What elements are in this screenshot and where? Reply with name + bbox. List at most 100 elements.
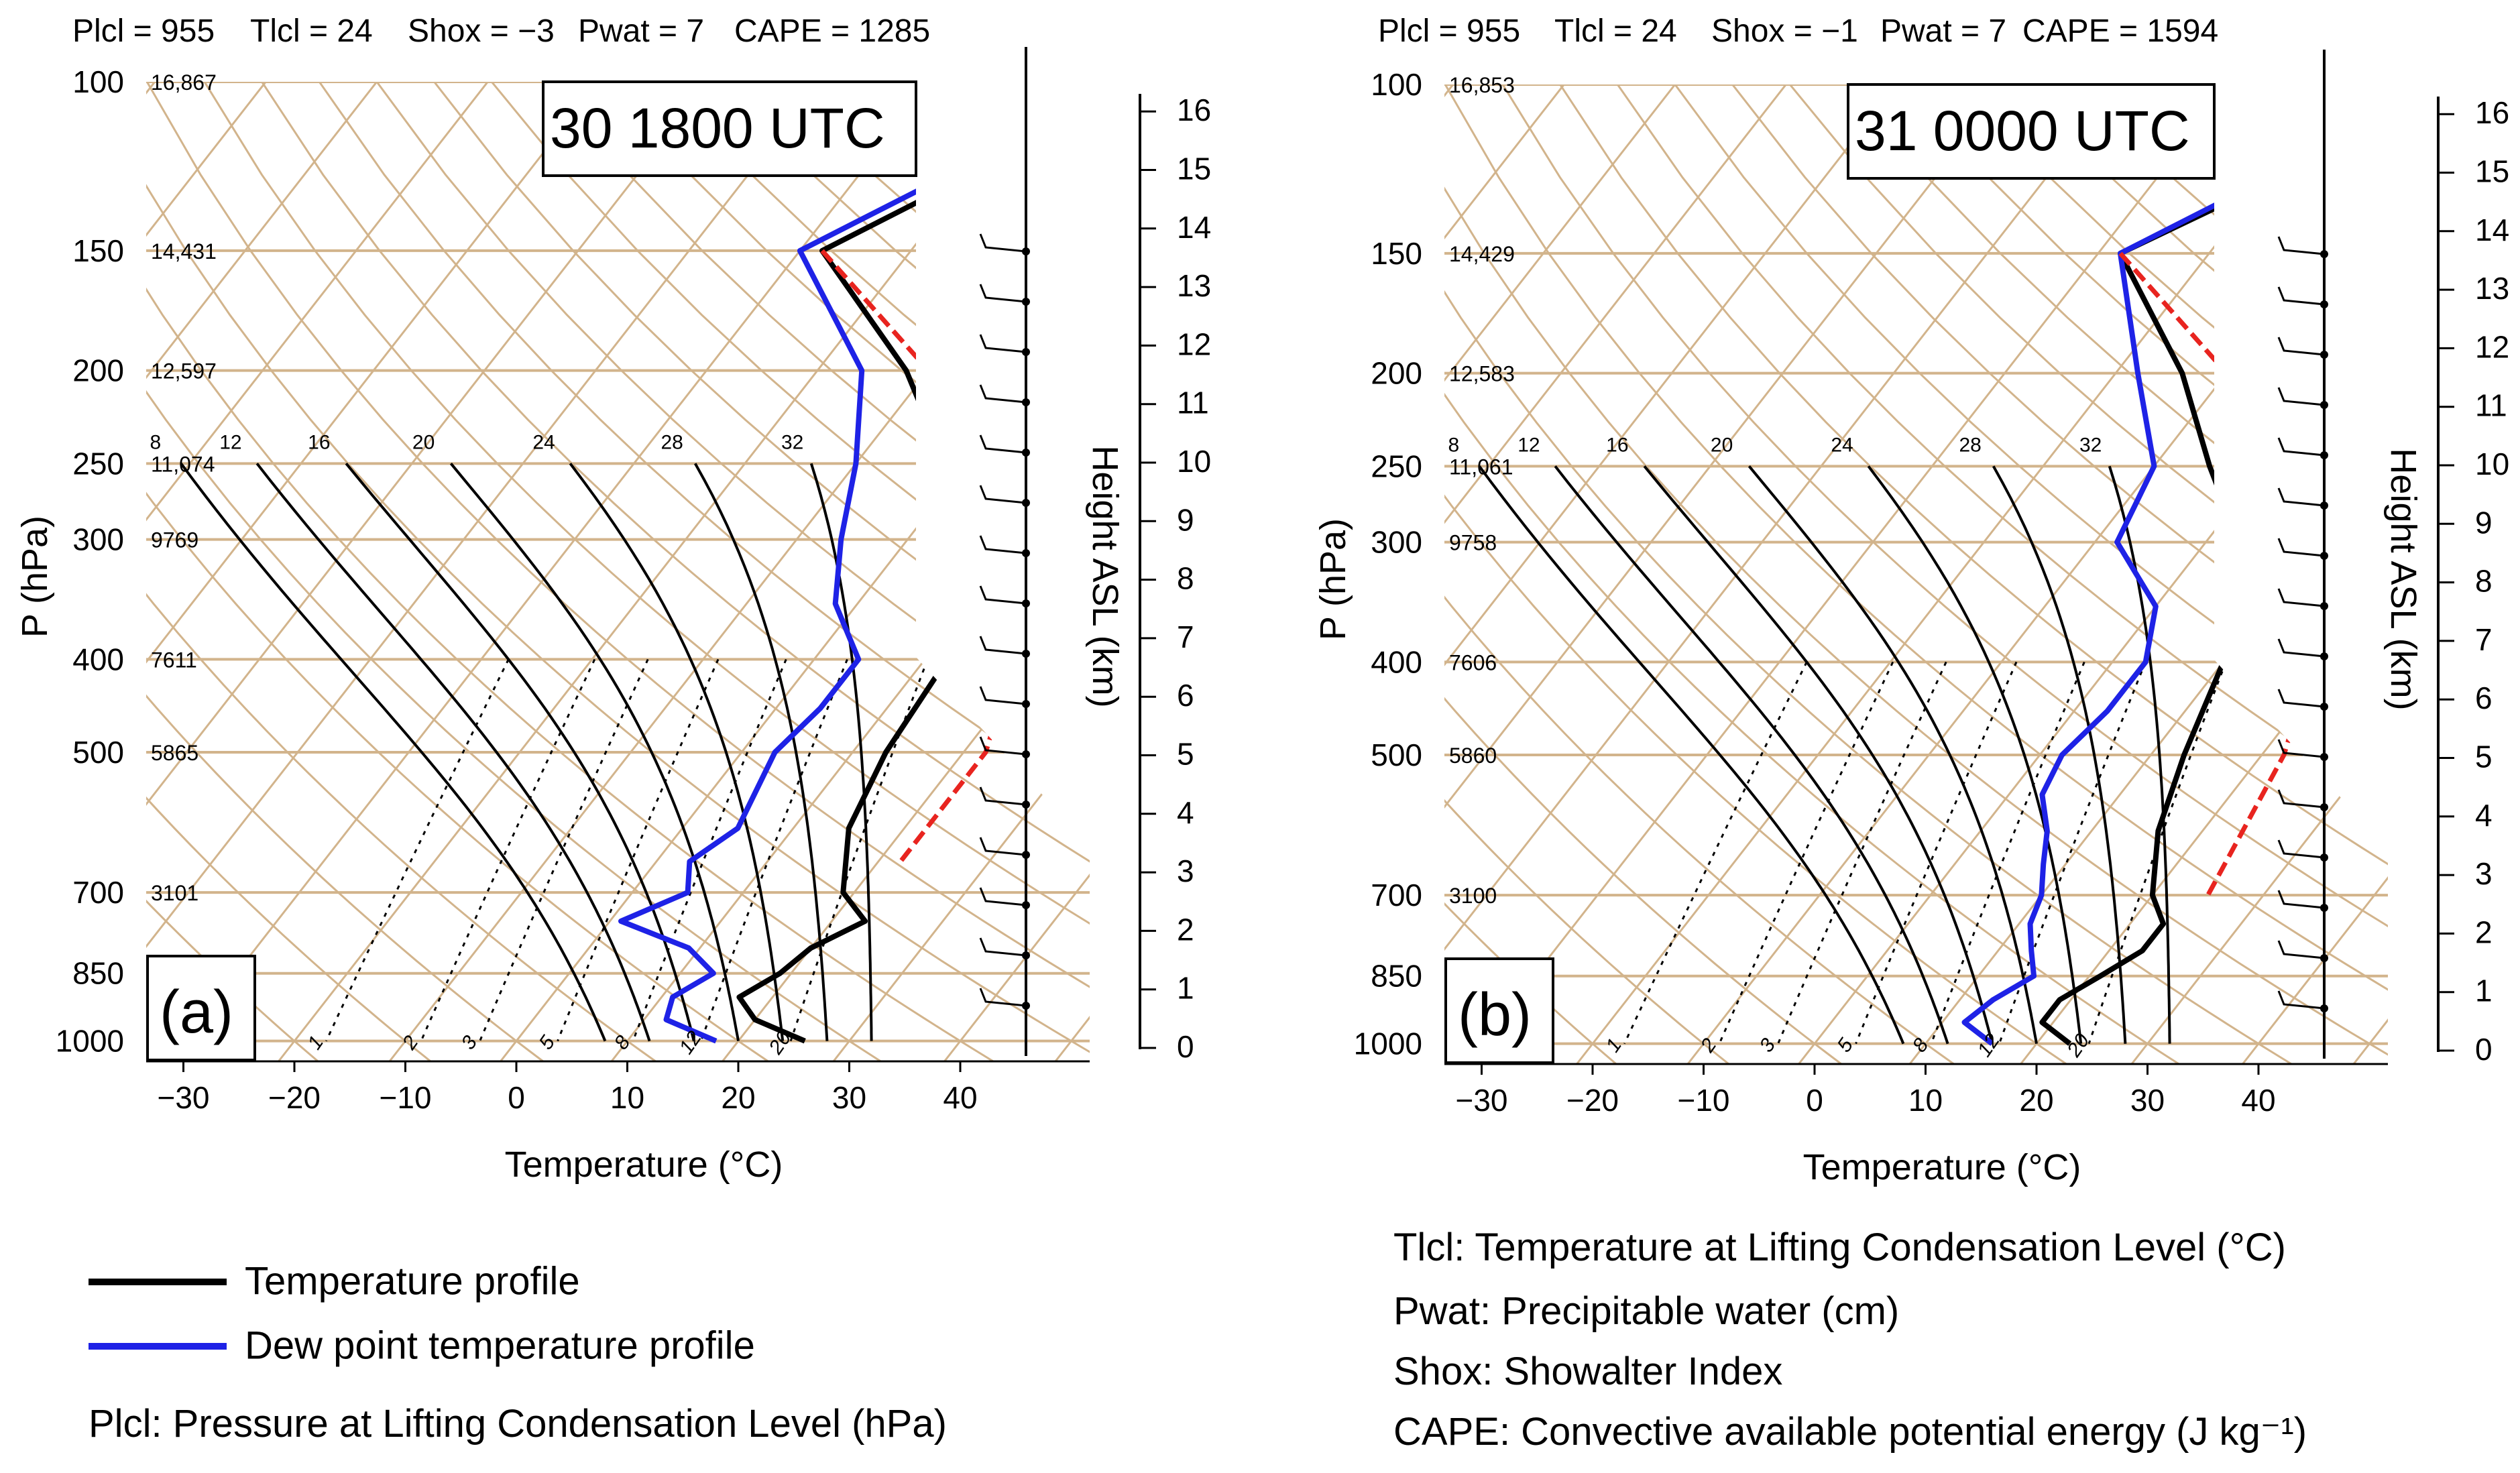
mixing-ratio-label: 3 [457,1032,482,1054]
mixing-ratio-label: 12 [675,1027,706,1059]
height-tick-label: 12 [2475,329,2509,364]
dry-adiabat [1674,84,2388,1064]
title-box-b: 31 0000 UTC [1847,83,2216,180]
geopotential-height-label: 7611 [151,648,197,672]
moist-adiabat [1643,465,1994,1045]
grid-b [356,84,2388,1064]
y2-axis-label: Height ASL (km) [2383,448,2423,710]
moist-adiabat [1867,465,2083,1044]
legend-temperature-label: Temperature profile [245,1259,580,1303]
height-tick-label: 9 [2475,505,2493,540]
mixing-ratio-label: 5 [1833,1035,1858,1057]
dry-adiabat [2191,84,2388,1064]
dry-adiabat [1444,84,1842,1064]
pressure-tick-label: 400 [72,642,124,676]
title-box-text: 30 1800 UTC [550,97,885,160]
header-b: Plcl = 955 Tlcl = 24 Shox = −1 Pwat = 7 … [1378,13,2218,49]
geopotential-height-label: 14,431 [151,239,217,263]
height-tick-label: 16 [2475,95,2509,130]
geopotential-height-label: 9758 [1449,531,1497,555]
isotherm [1444,84,1676,1064]
geopotential-height-label: 9769 [151,528,198,552]
height-tick-label: 11 [1177,386,1209,420]
panel-label: (a) [160,979,233,1046]
x-tick-label: 0 [1806,1083,1823,1118]
pressure-tick-label: 150 [72,233,124,268]
pressure-tick-label: 150 [1371,236,1422,271]
isotherm [146,82,378,1061]
height-tick-label: 5 [1177,737,1194,772]
mixing-ratio-line [325,658,510,1042]
wind-barb-icon [2277,236,2325,255]
height-tick-label: 9 [1177,502,1194,537]
axes-a: 1 2 3 5 8 12 208 12 16 20 24 28 32−30 −20 −10 0 10 20 30 40… [56,47,1211,1115]
moist-adiabat [345,463,695,1042]
height-tick-label: 15 [2475,154,2509,189]
legend-shox-definition: Shox: Showalter Index [1393,1350,1782,1393]
x-tick-label: −30 [157,1080,209,1115]
panel-label-b: (b) [1444,957,1554,1064]
height-tick-label: 8 [1177,561,1194,596]
legend-dewpoint-label: Dew point temperature profile [245,1323,755,1367]
pressure-tick-label: 400 [1371,644,1422,679]
dry-adiabat [778,82,1090,1061]
isotherm [2130,84,2388,1064]
mixing-ratio-label: 5 [535,1032,560,1054]
mixing-ratio-line [1777,661,1947,1045]
dry-adiabat [1731,84,2388,1064]
parcel-profile-line [820,249,1017,864]
isotherm [500,82,1090,1061]
dry-adiabat [1444,84,2388,1064]
wind-barb-icon [979,384,1027,404]
moist-adiabat-label: 24 [532,431,555,453]
geopotential-height-label: 5860 [1449,744,1497,768]
dry-adiabat [663,82,1090,1061]
moist-adiabat-label: 16 [308,431,330,453]
legend: Temperature profile Dew point temperatur… [89,1226,2307,1454]
height-tick-label: 13 [1177,268,1211,303]
header-shox: Shox = −1 [1711,13,1858,49]
header-pwat: Pwat = 7 [578,13,704,49]
wind-barb-icon [979,284,1027,303]
dry-adiabat [318,82,1090,1061]
wind-barb-icon [979,686,1027,705]
dry-adiabat [203,82,1090,1061]
height-tick-label: 15 [1177,152,1211,186]
pressure-tick-label: 300 [72,522,124,557]
dry-adiabat [1444,84,1955,1064]
mixing-ratio-label: 20 [764,1027,796,1059]
isotherm [1444,84,2009,1064]
pressure-tick-label: 300 [1371,525,1422,560]
legend-pwat-definition: Pwat: Precipitable water (cm) [1393,1289,1899,1333]
header-plcl: Plcl = 955 [72,13,215,49]
moist-adiabat-label: 20 [412,431,435,453]
x-axis-label: Temperature (°C) [1803,1147,2081,1187]
height-tick-label: 3 [1177,853,1194,888]
wind-barb-icon [2277,437,2325,457]
y-axis-label: P (hPa) [15,516,55,638]
mixing-ratio-line [1718,661,1894,1045]
moist-adiabat-label: 32 [781,431,803,453]
dry-adiabat [893,82,1090,1061]
legend-plcl-definition: Plcl: Pressure at Lifting Condensation L… [89,1402,947,1446]
dry-adiabat [146,82,769,1061]
dry-adiabat [146,82,994,1061]
x-tick-label: −20 [268,1080,321,1115]
isotherm [356,84,1121,1064]
header-tlcl: Tlcl = 24 [1554,13,1677,49]
dry-adiabat [1444,84,1730,1064]
wind-barb-icon [979,585,1027,605]
wind-barb-icon [2277,538,2325,557]
wind-barb-icon [2277,990,2325,1010]
wind-barb-icon [2277,739,2325,758]
isotherm [146,82,600,1061]
height-tick-label: 0 [1177,1029,1194,1064]
wind-barb-icon [979,233,1027,253]
isotherm [1166,82,1930,1061]
panel-label: (b) [1458,982,1532,1049]
moist-adiabat-label: 20 [1711,434,1733,456]
dry-adiabat [376,82,1090,1061]
dry-adiabat [146,82,1090,1061]
pressure-tick-label: 100 [1371,67,1422,102]
